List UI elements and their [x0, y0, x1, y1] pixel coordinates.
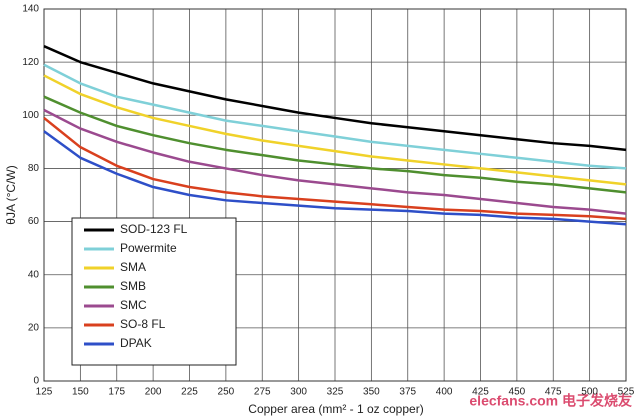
series-line [43, 45, 627, 152]
x-tick-label: 125 [36, 387, 53, 398]
series-line [43, 74, 627, 186]
series-line [43, 116, 627, 221]
y-tick-label: 100 [22, 110, 39, 121]
legend-label: SOD-123 FL [120, 222, 188, 236]
series-line [43, 95, 627, 194]
y-tick-label: 20 [28, 322, 40, 333]
watermark: elecfans.com 电子发烧友 [469, 393, 632, 409]
x-tick-label: 375 [399, 387, 416, 398]
legend: SOD-123 FL Powermite SMA SMB SMC SO-8 FL DPAK [71, 217, 237, 366]
x-tick-label: 225 [181, 387, 198, 398]
x-tick-label: 350 [363, 387, 380, 398]
x-tick-label: 475 [545, 387, 562, 398]
legend-label: SMA [120, 260, 146, 274]
y-tick-label: 120 [22, 57, 39, 68]
series-line [43, 108, 627, 215]
legend-box [71, 217, 237, 366]
x-tick-label: 275 [254, 387, 271, 398]
y-tick-label: 0 [33, 376, 39, 387]
x-tick-label: 450 [509, 387, 526, 398]
legend-label: SO-8 FL [120, 317, 166, 331]
legend-label: Powermite [120, 241, 177, 255]
y-tick-label: 140 [22, 4, 39, 15]
x-tick-label: 250 [218, 387, 235, 398]
x-tick-label: 400 [436, 387, 453, 398]
x-tick-label: 425 [472, 387, 489, 398]
x-tick-label: 300 [290, 387, 307, 398]
legend-label: SMC [120, 298, 147, 312]
legend-label: SMB [120, 279, 146, 293]
legend-label: DPAK [120, 336, 152, 350]
x-tick-label: 525 [618, 387, 635, 398]
series-line [43, 130, 627, 226]
y-tick-label: 60 [28, 216, 40, 227]
x-tick-label: 175 [108, 387, 125, 398]
x-axis-label: Copper area (mm² - 1 oz copper) [248, 402, 423, 416]
series-line [43, 63, 627, 170]
y-axis-label: θJA (°C/W) [4, 165, 18, 224]
plot-frame [43, 8, 627, 382]
y-tick-label: 40 [28, 269, 40, 280]
x-tick-label: 150 [72, 387, 89, 398]
x-tick-label: 500 [581, 387, 598, 398]
x-tick-label: 200 [145, 387, 162, 398]
y-tick-label: 80 [28, 163, 40, 174]
x-tick-label: 325 [327, 387, 344, 398]
